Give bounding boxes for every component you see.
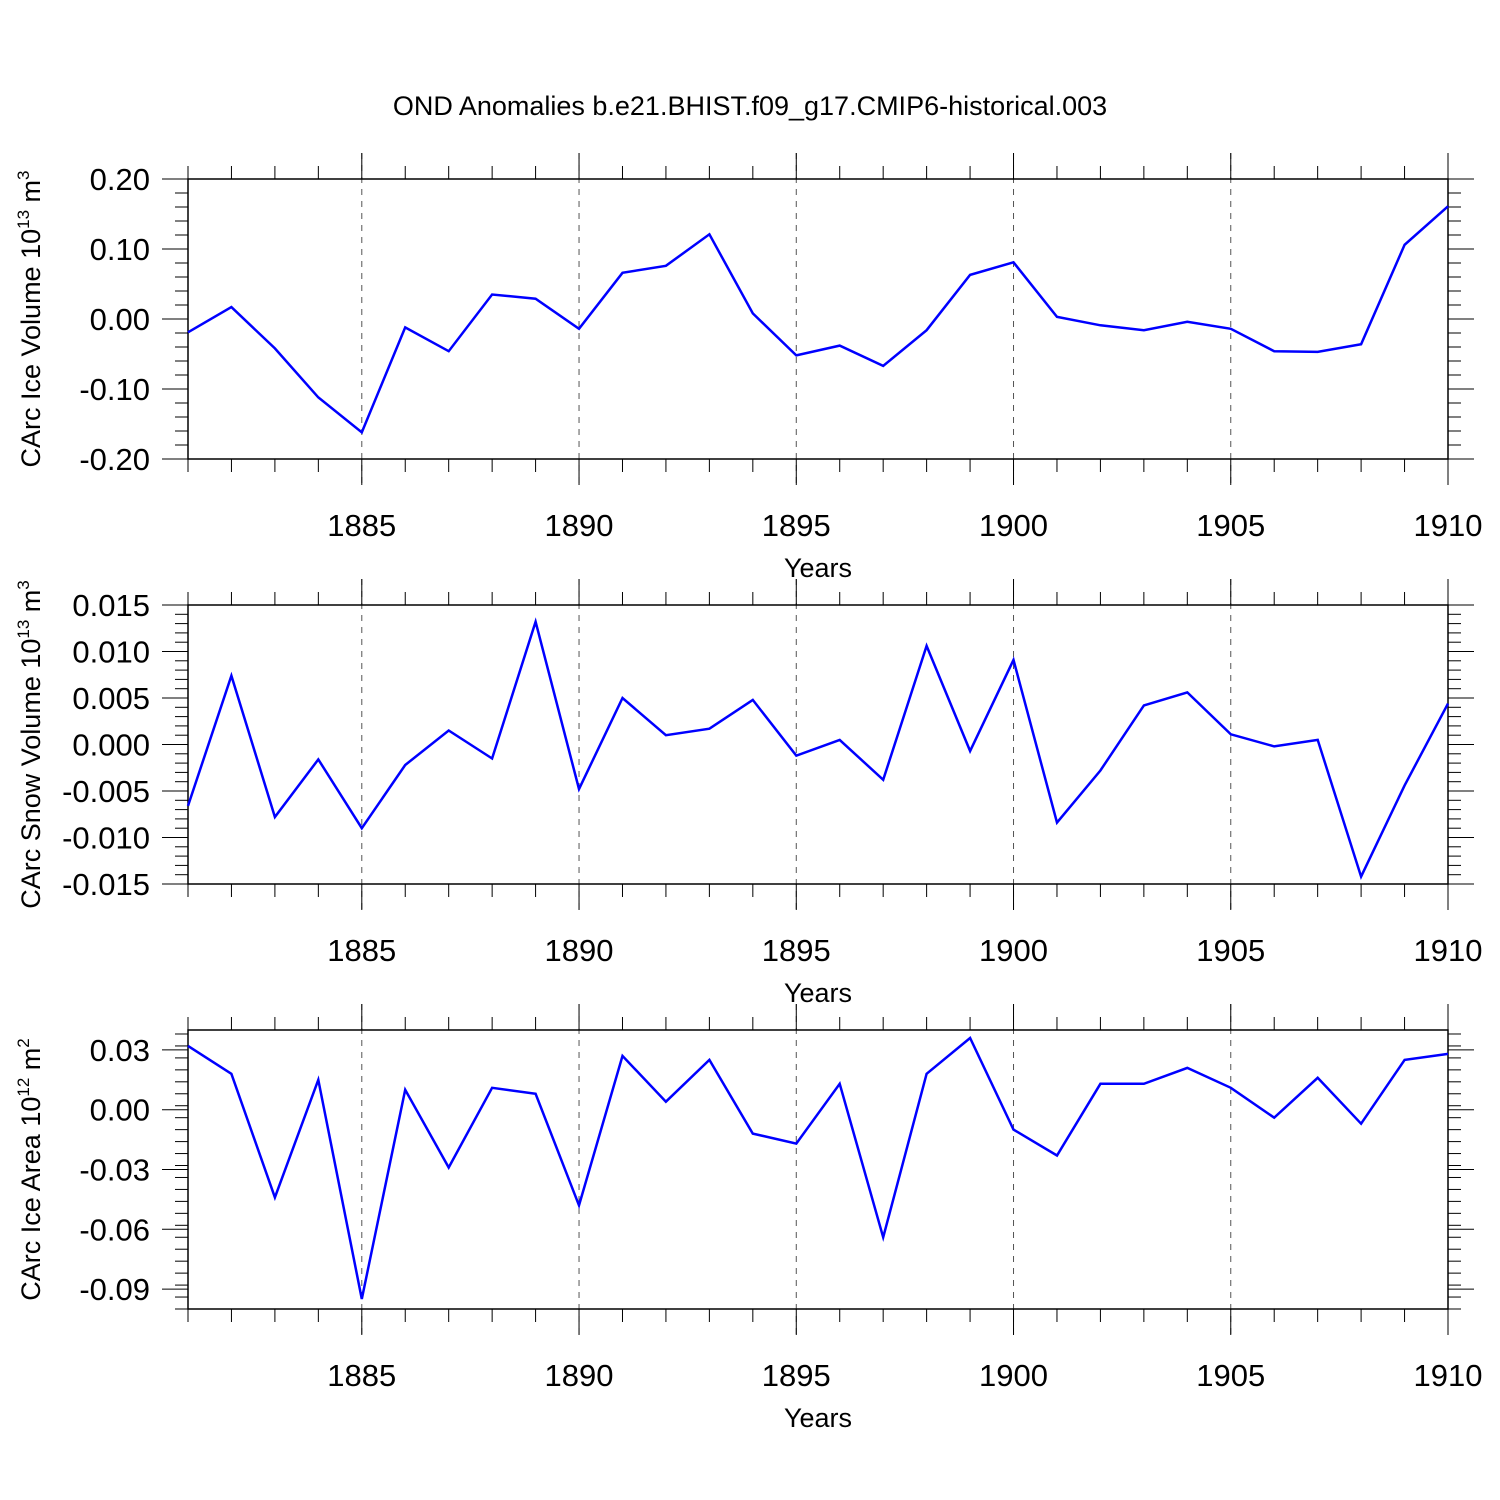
series-line [186,617,1450,880]
y-tick-label: -0.03 [79,1153,150,1188]
x-axis-label: Years [784,978,852,1008]
x-tick-label: 1895 [762,933,831,968]
figure-title: OND Anomalies b.e21.BHIST.f09_g17.CMIP6-… [393,91,1107,121]
x-tick-label: 1905 [1196,933,1265,968]
x-tick-label: 1895 [762,508,831,543]
series-line [187,1036,1449,1300]
x-tick-label: 1905 [1196,508,1265,543]
panel-ice-area: -0.09 -0.06 -0.03 0.00 0.03 1885 1890 1895 1900 1… [14,1004,1482,1433]
y-tick-label: 0.015 [72,588,150,623]
x-tick-label: 1890 [545,1358,614,1393]
plot-frame [187,604,1449,885]
y-tick-label: 0.00 [90,302,150,337]
x-tick-label: 1900 [979,1358,1048,1393]
y-tick-label: 0.10 [90,232,150,267]
y-tick-label: -0.005 [62,774,150,809]
x-tick-label: 1890 [545,508,614,543]
x-tick-label: 1900 [979,933,1048,968]
plot-frame [187,178,1449,460]
x-tick-label: 1910 [1414,1358,1483,1393]
y-tick-label: -0.010 [62,821,150,856]
y-tick-label: -0.20 [79,442,150,477]
x-tick-label: 1885 [327,933,396,968]
y-tick-label: -0.06 [79,1212,150,1247]
x-tick-label: 1885 [327,508,396,543]
y-axis-label: CArc Ice Volume 1013 m3 [14,170,46,467]
x-axis-label: Years [784,553,852,583]
panel-snow-volume: -0.015 -0.010 -0.005 0.000 0.005 0.010 0.015 18… [14,579,1482,1008]
y-tick-label: -0.015 [62,867,150,902]
x-tick-label: 1890 [545,933,614,968]
x-tick-label: 1905 [1196,1358,1265,1393]
y-tick-label: 0.03 [90,1033,150,1068]
x-tick-label: 1895 [762,1358,831,1393]
plot-frame [187,1029,1449,1310]
y-tick-label: -0.10 [79,372,150,407]
series-line [187,205,1449,435]
x-tick-label: 1885 [327,1358,396,1393]
y-tick-label: -0.09 [79,1272,150,1307]
y-tick-label: 0.005 [72,681,150,716]
x-tick-label: 1910 [1414,508,1483,543]
y-axis-label: CArc Snow Volume 1013 m3 [14,580,46,909]
x-tick-label: 1910 [1414,933,1483,968]
x-axis-label: Years [784,1403,852,1433]
y-tick-label: 0.010 [72,635,150,670]
y-axis-label: CArc Ice Area 1012 m2 [14,1038,46,1301]
x-tick-label: 1900 [979,508,1048,543]
y-tick-label: 0.000 [72,728,150,763]
panel-ice-volume: -0.20 -0.10 0.00 0.10 0.20 1885 1890 1895 1900 19… [14,153,1482,583]
y-tick-label: 0.20 [90,162,150,197]
y-tick-label: 0.00 [90,1093,150,1128]
